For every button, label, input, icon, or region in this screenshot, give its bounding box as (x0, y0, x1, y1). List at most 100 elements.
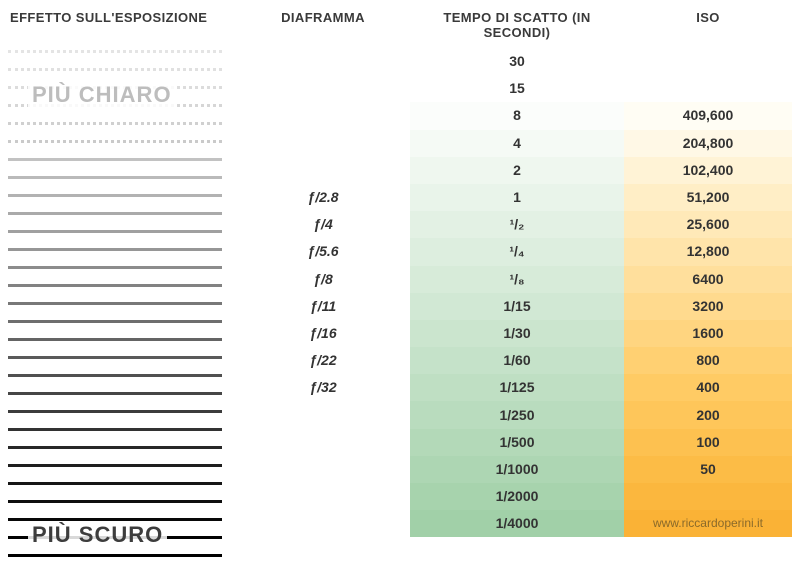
iso-cell: 51,200 (624, 184, 792, 211)
iso-cell: 204,800 (624, 130, 792, 157)
aperture-cell: ƒ/16 (236, 320, 410, 347)
iso-cell: 409,600 (624, 102, 792, 129)
effect-stripe (8, 428, 222, 431)
iso-cell: 3200 (624, 293, 792, 320)
table-row: 4204,800 (236, 130, 792, 157)
table-row: 8409,600 (236, 102, 792, 129)
iso-cell: 6400 (624, 266, 792, 293)
shutter-cell: 1/500 (410, 429, 624, 456)
effect-stripe (8, 248, 222, 251)
shutter-cell: 1/2000 (410, 483, 624, 510)
effect-stripe (8, 446, 222, 449)
table-row: 2102,400 (236, 157, 792, 184)
header-shutter: TEMPO DI SCATTO (IN SECONDI) (410, 10, 624, 40)
effect-stripe (8, 554, 222, 557)
table-row: ƒ/5.6¹/₄12,800 (236, 238, 792, 265)
effect-stripe (8, 392, 222, 395)
aperture-cell (236, 102, 410, 129)
shutter-cell: ¹/₂ (410, 211, 624, 238)
aperture-cell: ƒ/32 (236, 374, 410, 401)
shutter-cell: 8 (410, 102, 624, 129)
iso-cell: www.riccardoperini.it (624, 510, 792, 537)
effect-stripe (8, 374, 222, 377)
iso-cell: 12,800 (624, 238, 792, 265)
effect-stripe (8, 122, 222, 125)
body: PIÙ CHIARO PIÙ SCURO 30158409,6004204,80… (8, 48, 792, 572)
iso-cell (624, 483, 792, 510)
effect-stripe (8, 176, 222, 179)
label-lighter: PIÙ CHIARO (28, 82, 176, 108)
table-row: ƒ/161/301600 (236, 320, 792, 347)
iso-cell: 102,400 (624, 157, 792, 184)
aperture-cell: ƒ/4 (236, 211, 410, 238)
table-row: 1/250200 (236, 401, 792, 428)
shutter-cell: 1/30 (410, 320, 624, 347)
shutter-cell: 1/125 (410, 374, 624, 401)
aperture-cell: ƒ/5.6 (236, 238, 410, 265)
table-row: ƒ/4¹/₂25,600 (236, 211, 792, 238)
shutter-cell: 1/250 (410, 401, 624, 428)
aperture-cell (236, 130, 410, 157)
effect-stripe (8, 284, 222, 287)
effect-stripe (8, 50, 222, 53)
shutter-cell: 4 (410, 130, 624, 157)
effect-stripe (8, 68, 222, 71)
effect-stripe (8, 518, 222, 521)
table-row: 1/100050 (236, 456, 792, 483)
effect-stripe (8, 500, 222, 503)
header-effect: EFFETTO SULL'ESPOSIZIONE (8, 10, 236, 40)
iso-cell: 400 (624, 374, 792, 401)
iso-cell: 25,600 (624, 211, 792, 238)
table-row: ƒ/321/125400 (236, 374, 792, 401)
shutter-cell: 1/4000 (410, 510, 624, 537)
effect-stripe (8, 302, 222, 305)
iso-cell: 800 (624, 347, 792, 374)
header-aperture: DIAFRAMMA (236, 10, 410, 40)
header-row: EFFETTO SULL'ESPOSIZIONE DIAFRAMMA TEMPO… (8, 10, 792, 40)
shutter-cell: 1/15 (410, 293, 624, 320)
iso-cell (624, 48, 792, 75)
effect-stripe (8, 194, 222, 197)
shutter-cell: 30 (410, 48, 624, 75)
effect-stripe (8, 338, 222, 341)
aperture-cell (236, 510, 410, 537)
exposure-table: EFFETTO SULL'ESPOSIZIONE DIAFRAMMA TEMPO… (0, 0, 800, 572)
aperture-cell (236, 48, 410, 75)
effect-stripe (8, 356, 222, 359)
iso-cell (624, 75, 792, 102)
table-row: 1/4000 www.riccardoperini.it (236, 510, 792, 537)
effect-stripe (8, 266, 222, 269)
shutter-cell: 1 (410, 184, 624, 211)
table-row: 1/500100 (236, 429, 792, 456)
aperture-cell (236, 75, 410, 102)
effect-stripe (8, 140, 222, 143)
effect-stripe (8, 212, 222, 215)
aperture-cell (236, 157, 410, 184)
aperture-cell: ƒ/2.8 (236, 184, 410, 211)
effect-stripe (8, 464, 222, 467)
aperture-cell: ƒ/22 (236, 347, 410, 374)
table-row: ƒ/8¹/₈6400 (236, 266, 792, 293)
shutter-cell: ¹/₄ (410, 238, 624, 265)
aperture-cell (236, 429, 410, 456)
table-row: ƒ/2.8151,200 (236, 184, 792, 211)
effect-stripe (8, 230, 222, 233)
shutter-cell: 2 (410, 157, 624, 184)
aperture-cell (236, 483, 410, 510)
iso-cell: 100 (624, 429, 792, 456)
aperture-cell (236, 401, 410, 428)
effect-stripe (8, 158, 222, 161)
shutter-cell: 1/1000 (410, 456, 624, 483)
iso-cell: 1600 (624, 320, 792, 347)
header-iso: ISO (624, 10, 792, 40)
effect-stripe (8, 320, 222, 323)
data-columns: 30158409,6004204,8002102,400ƒ/2.8151,200… (236, 48, 792, 572)
aperture-cell: ƒ/11 (236, 293, 410, 320)
label-darker: PIÙ SCURO (28, 522, 167, 548)
shutter-cell: ¹/₈ (410, 266, 624, 293)
shutter-cell: 15 (410, 75, 624, 102)
table-row: ƒ/111/153200 (236, 293, 792, 320)
iso-cell: 200 (624, 401, 792, 428)
effect-gradient: PIÙ CHIARO PIÙ SCURO (8, 48, 236, 572)
watermark: www.riccardoperini.it (653, 516, 763, 530)
